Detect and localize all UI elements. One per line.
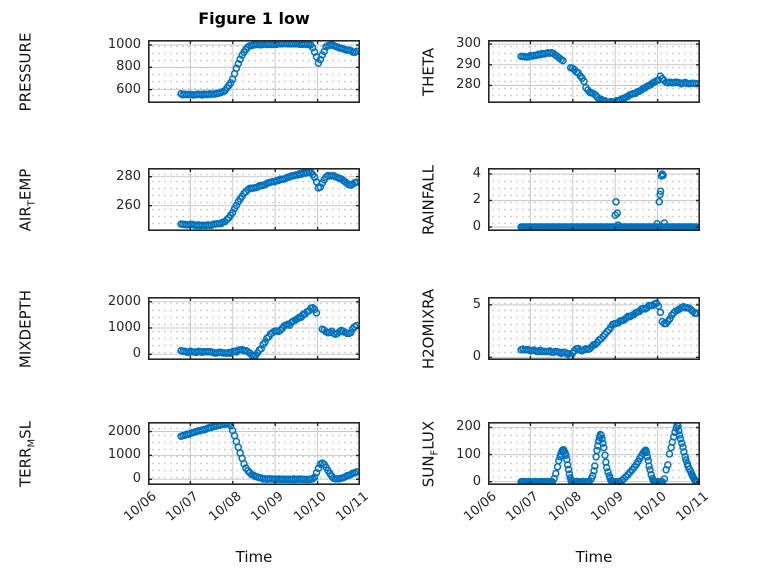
x-tick-label: 10/08: [206, 489, 245, 525]
subplot-air-temp: [148, 168, 360, 231]
major-grid: [488, 422, 700, 485]
x-tick-label: 10/07: [503, 489, 543, 525]
axes-box: [488, 297, 700, 360]
y-axis-label-text: SUN: [419, 454, 438, 487]
y-tick-label: 0: [472, 349, 481, 365]
y-tick-label: 0: [472, 473, 481, 489]
plot-canvas-mixdepth: [148, 297, 360, 360]
y-tick-label: 600: [116, 81, 141, 97]
major-grid: [488, 168, 700, 231]
x-tick-label: 10/08: [546, 489, 585, 525]
axes-box: [148, 297, 360, 360]
axes-box: [148, 422, 360, 485]
x-tick-label: 10/11: [333, 489, 372, 525]
plot-canvas-rainfall: [488, 168, 700, 231]
y-tick-label: 1000: [107, 447, 141, 463]
y-tick-label: 1000: [107, 319, 141, 335]
y-tick-label: 2000: [107, 293, 141, 309]
plot-canvas-h2omixra: [488, 297, 700, 360]
x-axis-label-time: Time: [575, 548, 613, 566]
scatter-markers: [177, 422, 360, 484]
y-tick-label: 0: [472, 219, 481, 235]
y-axis-label-theta: THETA: [420, 47, 441, 95]
figure-title: Figure 1 low: [198, 9, 310, 28]
y-tick-label: 0: [132, 346, 141, 362]
axes-box: [488, 40, 700, 103]
plot-canvas-sun_flux: [488, 422, 700, 485]
subplot-mixdepth: [148, 297, 360, 360]
major-grid: [488, 297, 700, 360]
axis-ticks: [488, 168, 700, 231]
x-tick-label: 10/06: [461, 489, 500, 525]
scatter-markers: [177, 303, 360, 360]
y-tick-label: 5: [472, 296, 481, 312]
scatter-markers: [517, 299, 700, 360]
y-axis-label-rainfall: RAINFALL: [420, 165, 441, 235]
y-axis-label-text: LUX: [419, 420, 438, 450]
plot-canvas-pressure: [148, 40, 360, 103]
y-tick-label: 1000: [107, 37, 141, 53]
y-tick-label: 300: [456, 36, 481, 52]
y-tick-label: 800: [116, 59, 141, 75]
scatter-markers: [517, 422, 700, 485]
y-tick-label: 290: [456, 56, 481, 72]
subplot-pressure: [148, 40, 360, 103]
subplot-sun-flux: [488, 422, 700, 485]
y-axis-label-text: RAINFALL: [419, 164, 438, 235]
subplot-theta: [488, 40, 700, 103]
y-axis-label-text: H2OMIXRA: [419, 288, 438, 369]
y-tick-label: 2: [472, 192, 481, 208]
axes-box: [488, 168, 700, 231]
scatter-markers: [177, 168, 360, 230]
axes-box: [488, 422, 700, 485]
x-tick-label: 10/09: [248, 489, 287, 525]
y-tick-label: 260: [116, 197, 141, 213]
x-tick-label: 10/10: [630, 489, 670, 525]
y-tick-label: 4: [472, 165, 481, 181]
y-axis-label-text: MIXDEPTH: [16, 289, 35, 368]
y-axis-label-h2omixra: H2OMIXRA: [420, 288, 441, 368]
y-axis-label-pressure: PRESSURE: [17, 32, 38, 111]
y-axis-label-subscript: M: [26, 438, 38, 448]
plot-canvas-theta: [488, 40, 700, 103]
y-tick-label: 280: [116, 168, 141, 184]
x-tick-label: 10/06: [121, 489, 160, 525]
y-axis-label-text: AIR: [16, 205, 35, 231]
x-tick-label: 10/07: [163, 489, 203, 525]
x-tick-label: 10/10: [290, 489, 330, 525]
y-axis-label-mixdepth: MIXDEPTH: [17, 289, 38, 367]
y-tick-label: 280: [456, 77, 481, 93]
y-axis-label-subscript: F: [429, 449, 441, 455]
axes-box: [148, 168, 360, 231]
x-tick-label: 10/09: [588, 489, 627, 525]
y-axis-label-text: TERR: [16, 447, 35, 487]
y-tick-label: 100: [456, 446, 481, 462]
y-tick-label: 0: [132, 471, 141, 487]
scatter-markers: [517, 49, 700, 103]
subplot-rainfall: [488, 168, 700, 231]
plot-canvas-terr_msl: [148, 422, 360, 485]
axes-box: [148, 40, 360, 103]
y-axis-label-text: THETA: [419, 47, 438, 96]
y-axis-label-air_temp: AIRTEMP: [17, 168, 38, 231]
x-axis-label-time: Time: [235, 548, 273, 566]
y-axis-label-text: EMP: [16, 168, 35, 200]
y-axis-label-text: SL: [16, 420, 35, 439]
axis-ticks: [488, 422, 700, 485]
y-tick-label: 2000: [107, 423, 141, 439]
y-axis-label-sun_flux: SUNFLUX: [420, 420, 441, 486]
subplot-h2omixra: [488, 297, 700, 360]
y-axis-label-terr_msl: TERRMSL: [17, 420, 38, 486]
y-axis-label-subscript: T: [26, 199, 38, 206]
subplot-terr-msl: [148, 422, 360, 485]
y-tick-label: 200: [456, 419, 481, 435]
plot-canvas-air_temp: [148, 168, 360, 231]
x-tick-label: 10/11: [673, 489, 712, 525]
y-axis-label-text: PRESSURE: [16, 32, 35, 111]
